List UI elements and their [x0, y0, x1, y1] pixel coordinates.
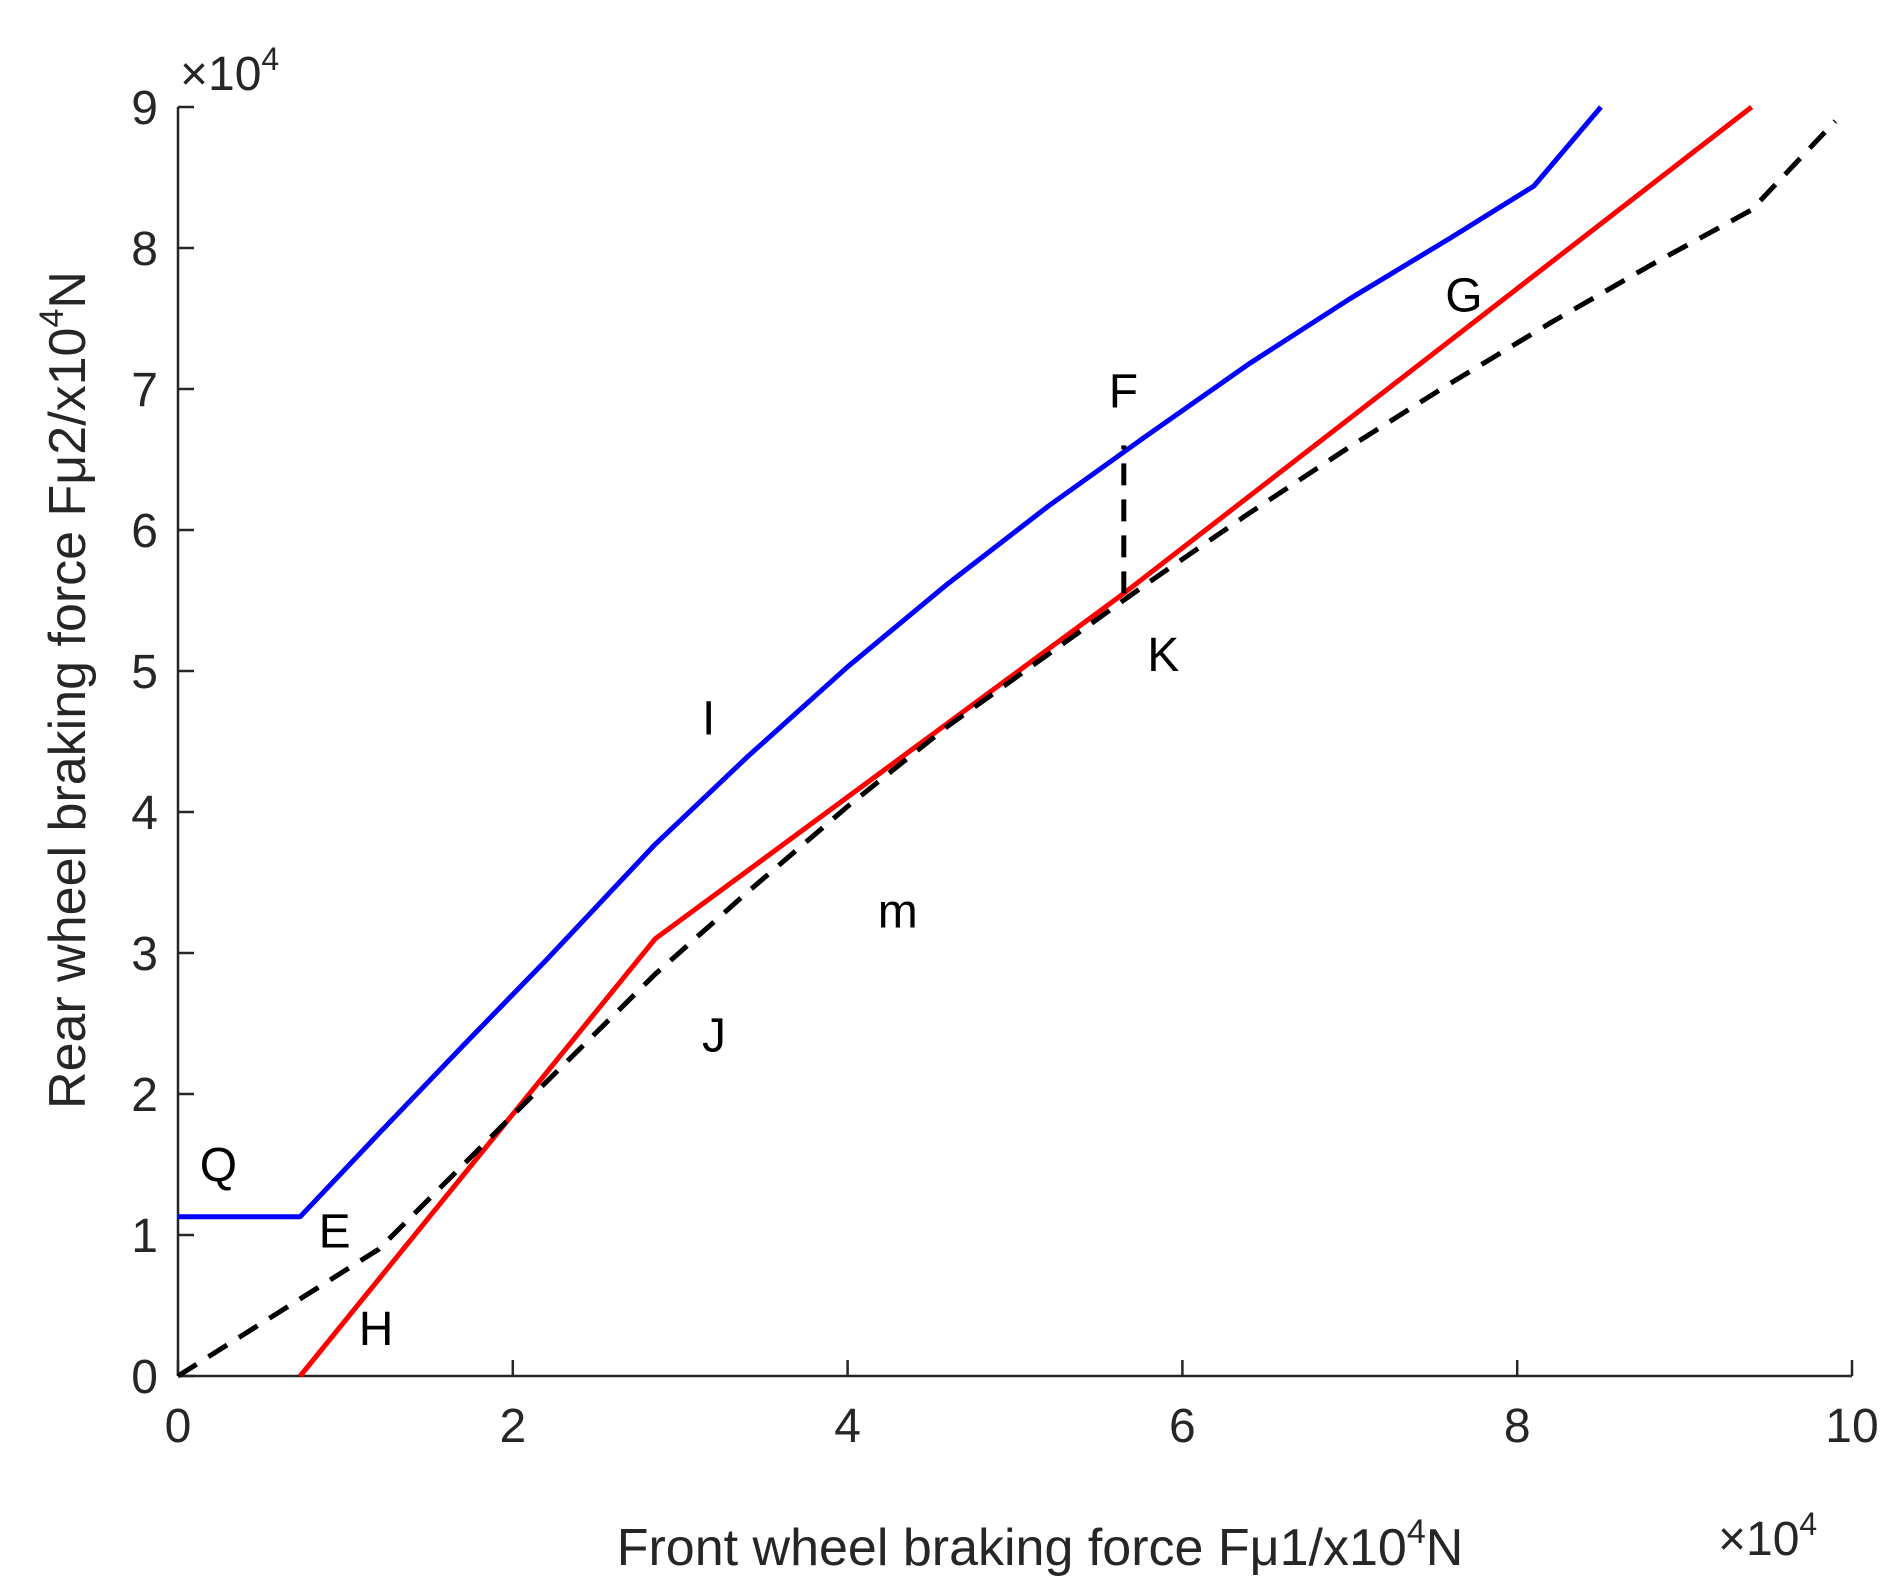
annotation-Q: Q [200, 1139, 237, 1192]
y-tick-label: 6 [131, 505, 158, 558]
x-tick-label: 0 [165, 1400, 192, 1453]
series-line-2 [176, 119, 1838, 1379]
annotation-E: E [319, 1206, 351, 1259]
annotation-F: F [1109, 365, 1138, 418]
annotation-J: J [702, 1010, 726, 1063]
y-tick-label: 7 [131, 364, 158, 417]
y-axis-multiplier: ×104 [180, 41, 279, 101]
y-tick-label: 5 [131, 646, 158, 699]
y-tick-label: 1 [131, 1210, 158, 1263]
y-tick-label: 8 [131, 223, 158, 276]
annotation-K: K [1147, 629, 1179, 682]
annotation-I: I [702, 692, 715, 745]
series-line-1 [298, 105, 1754, 1378]
x-tick-label: 10 [1825, 1400, 1878, 1453]
y-tick-label: 2 [131, 1069, 158, 1122]
y-tick-label: 4 [131, 787, 158, 840]
series-layer [176, 105, 1838, 1379]
annotations: Q EH I Jm F K G [200, 269, 1483, 1356]
axes: 0 2 4 6 8 10 0 1 2 3 4 5 6 7 8 9 [131, 82, 1878, 1453]
x-tick-label: 2 [499, 1400, 526, 1453]
y-tick-label: 9 [131, 82, 158, 135]
x-axis-multiplier: ×104 [1718, 1506, 1817, 1566]
y-axis-label: Rear wheel braking force Fμ2/x104N [33, 271, 97, 1109]
y-tick-label: 0 [131, 1351, 158, 1404]
x-tick-label: 6 [1169, 1400, 1196, 1453]
y-tick-label: 3 [131, 928, 158, 981]
annotation-G: G [1445, 269, 1482, 322]
x-axis-label: Front wheel braking force Fμ1/x104N [617, 1513, 1464, 1577]
series-line-0 [178, 105, 1603, 1220]
x-tick-label: 8 [1504, 1400, 1531, 1453]
axis-labels: Front wheel braking force Fμ1/x104N Rear… [33, 41, 1817, 1577]
annotation-m: m [878, 886, 918, 939]
annotation-H: H [359, 1303, 394, 1356]
x-tick-label: 4 [834, 1400, 861, 1453]
